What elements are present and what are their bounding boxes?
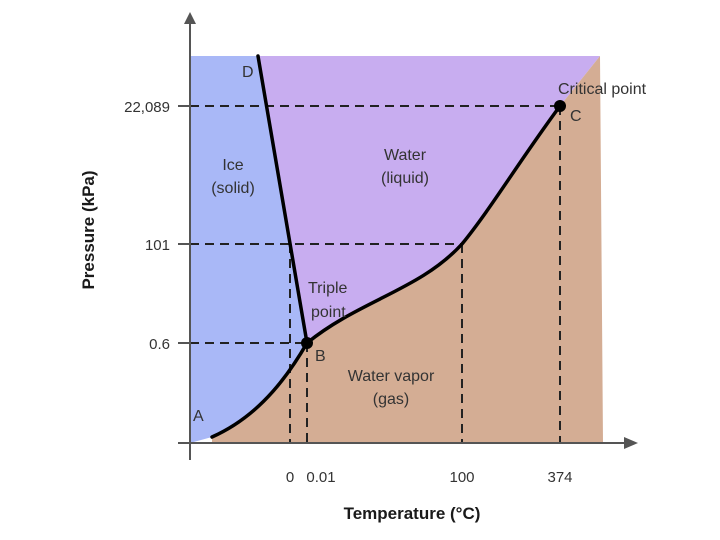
point-d-label: D bbox=[242, 64, 254, 81]
gas-region-label: Water vapor bbox=[348, 368, 435, 385]
y-tick-label: 22,089 bbox=[124, 99, 170, 116]
gas-region-label: (gas) bbox=[373, 391, 409, 408]
y-tick-label: 0.6 bbox=[149, 336, 170, 353]
solid-region-label: Ice bbox=[222, 157, 243, 174]
point-a-label: A bbox=[193, 408, 204, 425]
point-c-label: C bbox=[570, 108, 582, 125]
liquid-region-label: (liquid) bbox=[381, 170, 429, 187]
sublimation-curve bbox=[210, 341, 309, 439]
solid-region bbox=[190, 56, 307, 443]
x-axis-arrow-icon bbox=[624, 437, 638, 449]
liquid-region bbox=[258, 56, 600, 343]
x-tick-label: 0.01 bbox=[306, 469, 335, 486]
y-axis-arrow-icon bbox=[184, 12, 196, 24]
critical-point-marker bbox=[554, 100, 566, 112]
x-tick-label: 374 bbox=[547, 469, 572, 486]
triple-point-marker bbox=[301, 337, 313, 349]
solid-region-label: (solid) bbox=[211, 180, 255, 197]
liquid-region-label: Water bbox=[384, 147, 427, 164]
melting-curve bbox=[256, 54, 309, 345]
vaporization-curve bbox=[305, 104, 562, 345]
x-axis-title: Temperature (°C) bbox=[344, 504, 481, 523]
x-tick-label: 100 bbox=[449, 469, 474, 486]
y-tick-label: 101 bbox=[145, 237, 170, 254]
x-tick-label: 0 bbox=[286, 469, 294, 486]
y-axis-title: Pressure (kPa) bbox=[79, 170, 98, 289]
point-b-label: B bbox=[315, 348, 326, 365]
triple-point-label: Triple bbox=[308, 280, 348, 297]
critical-point-label: Critical point bbox=[558, 81, 647, 98]
triple-point-label: point bbox=[311, 304, 346, 321]
